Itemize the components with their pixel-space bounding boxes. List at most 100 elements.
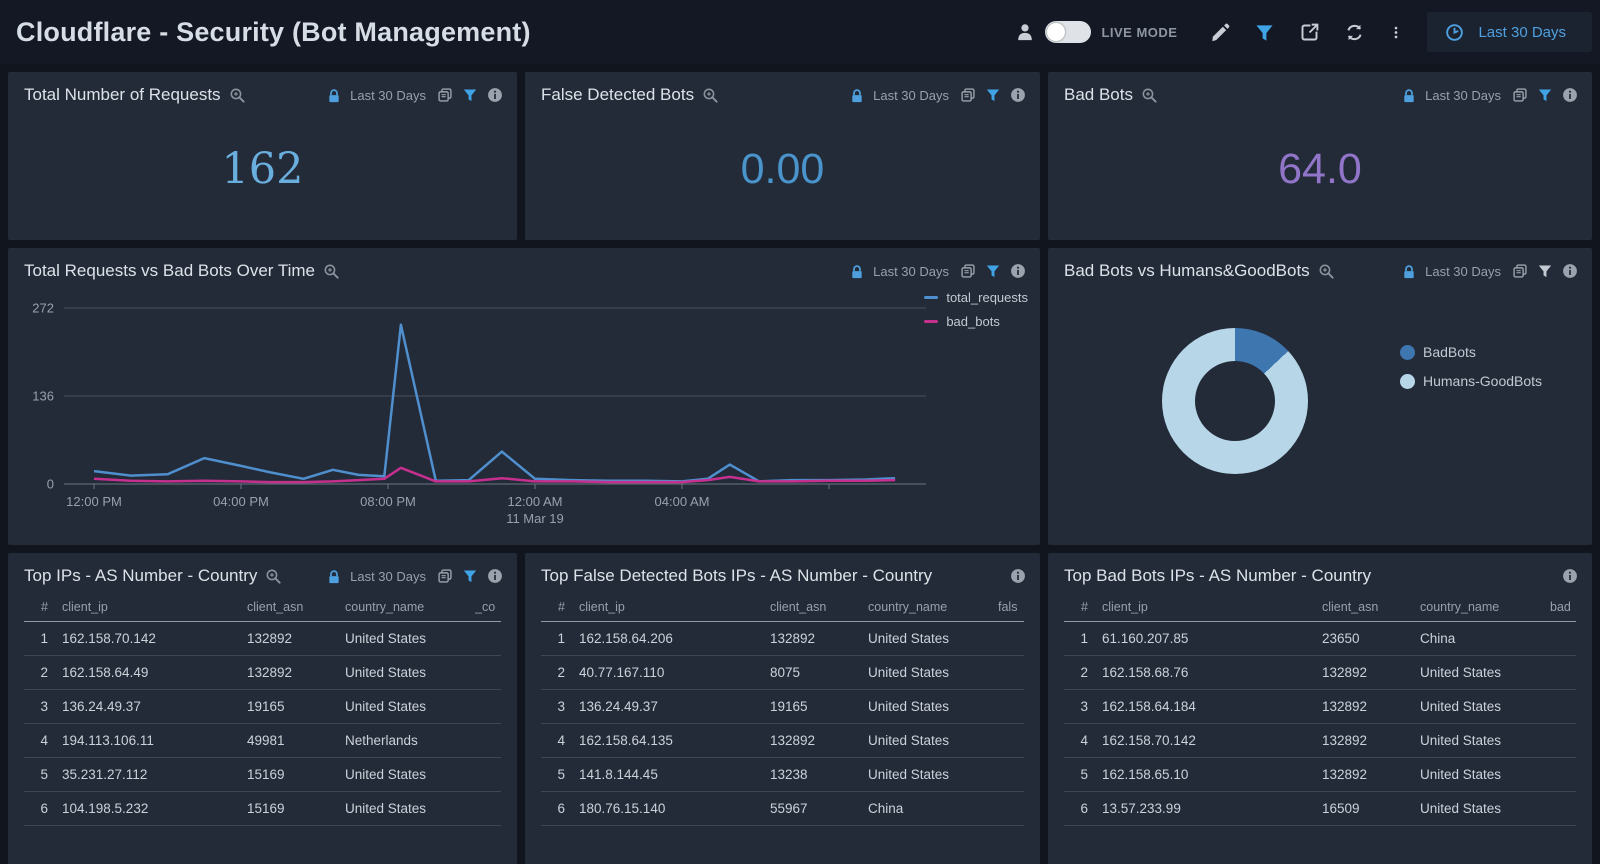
zoom-in-icon[interactable]: [702, 87, 719, 104]
panel-filter-icon[interactable]: [462, 568, 478, 584]
table-row[interactable]: 6 180.76.15.140 55967 China: [541, 792, 1024, 826]
table-cell: United States: [1420, 699, 1502, 714]
line-chart[interactable]: 0 136 272 12:00 PM 04:00 PM 08:00 PM 12:00 AM 1…: [14, 286, 934, 541]
table-row[interactable]: 6 104.198.5.232 15169 United States: [24, 792, 501, 826]
info-icon[interactable]: [1010, 263, 1026, 279]
table-row[interactable]: 5 162.158.65.10 132892 United States: [1064, 758, 1576, 792]
time-range-button[interactable]: Last 30 Days: [1427, 12, 1592, 52]
zoom-in-icon[interactable]: [229, 87, 246, 104]
table-cell: 55967: [770, 801, 808, 816]
table-row[interactable]: 5 35.231.27.112 15169 United States: [24, 758, 501, 792]
zoom-in-icon[interactable]: [323, 263, 340, 280]
table-row[interactable]: 5 141.8.144.45 13238 United States: [541, 758, 1024, 792]
panel-filter-icon[interactable]: [985, 87, 1001, 103]
copy-icon[interactable]: [437, 568, 453, 584]
zoom-in-icon[interactable]: [265, 568, 282, 585]
column-header[interactable]: country_name: [1420, 599, 1500, 614]
column-header[interactable]: client_ip: [1102, 599, 1148, 614]
table-cell: 3: [1080, 699, 1088, 714]
table-row[interactable]: 3 162.158.64.184 132892 United States: [1064, 690, 1576, 724]
panel-time-range: Last 30 Days: [1425, 263, 1501, 279]
lock-icon: [850, 264, 864, 279]
table-row[interactable]: 4 162.158.64.135 132892 United States: [541, 724, 1024, 758]
edit-pencil-icon[interactable]: [1209, 22, 1230, 43]
info-icon[interactable]: [1562, 87, 1578, 103]
table-row[interactable]: 2 162.158.68.76 132892 United States: [1064, 656, 1576, 690]
copy-icon[interactable]: [960, 263, 976, 279]
more-options-kebab-icon[interactable]: [1389, 22, 1403, 43]
legend-swatch: [1400, 344, 1415, 360]
share-icon[interactable]: [1299, 22, 1320, 43]
table-cell: 2: [557, 665, 565, 680]
panel-top-ips-table: Top IPs - AS Number - Country Last 30 Da…: [8, 553, 517, 864]
column-header[interactable]: fals: [998, 599, 1018, 614]
x-tick-label: 12:00 AM: [508, 494, 563, 509]
column-header[interactable]: client_asn: [1322, 599, 1379, 614]
info-icon[interactable]: [1562, 263, 1578, 279]
table-cell: 6: [1080, 801, 1088, 816]
table-cell: United States: [868, 767, 950, 782]
table-row[interactable]: 4 194.113.106.11 49981 Netherlands: [24, 724, 501, 758]
table-cell: 136.24.49.37: [579, 699, 658, 714]
filter-icon[interactable]: [1254, 22, 1275, 43]
table-cell: 136.24.49.37: [62, 699, 141, 714]
table-row[interactable]: 2 162.158.64.49 132892 United States: [24, 656, 501, 690]
table-cell: United States: [868, 733, 950, 748]
legend-item[interactable]: total_requests: [924, 290, 1028, 305]
live-mode-toggle[interactable]: [1045, 21, 1092, 43]
column-header[interactable]: country_name: [868, 599, 948, 614]
column-header[interactable]: bad: [1550, 599, 1571, 614]
panel-filter-icon[interactable]: [1537, 263, 1553, 279]
copy-icon[interactable]: [1512, 87, 1528, 103]
table-row[interactable]: 1 162.158.64.206 132892 United States: [541, 622, 1024, 656]
zoom-in-icon[interactable]: [1318, 263, 1335, 280]
table-row[interactable]: 1 61.160.207.85 23650 China: [1064, 622, 1576, 656]
table-row[interactable]: 2 40.77.167.110 8075 United States: [541, 656, 1024, 690]
table-cell: 5: [557, 767, 565, 782]
panel-false-detected-bots: False Detected Bots Last 30 Days 0.00: [525, 72, 1040, 240]
legend-item[interactable]: bad_bots: [924, 314, 1028, 329]
stat-value: 64.0: [1278, 144, 1362, 193]
column-header[interactable]: _co: [475, 599, 496, 614]
table-cell: 104.198.5.232: [62, 801, 149, 816]
info-icon[interactable]: [487, 568, 503, 584]
legend-item[interactable]: Humans-GoodBots: [1400, 373, 1542, 389]
copy-icon[interactable]: [960, 87, 976, 103]
table-cell: 1: [1080, 631, 1088, 646]
column-header[interactable]: client_asn: [770, 599, 827, 614]
column-header[interactable]: country_name: [345, 599, 425, 614]
table-cell: 1: [40, 631, 48, 646]
legend-item[interactable]: BadBots: [1400, 344, 1542, 360]
panel-title: Bad Bots: [1064, 85, 1133, 104]
panel-filter-icon[interactable]: [1537, 87, 1553, 103]
column-header[interactable]: #: [558, 599, 565, 614]
table-row[interactable]: 6 13.57.233.99 16509 United States: [1064, 792, 1576, 826]
table-row[interactable]: 1 162.158.70.142 132892 United States: [24, 622, 501, 656]
refresh-icon[interactable]: [1344, 22, 1365, 43]
zoom-in-icon[interactable]: [1141, 87, 1158, 104]
table-cell: United States: [345, 665, 427, 680]
info-icon[interactable]: [1562, 568, 1578, 584]
x-tick-label: 08:00 PM: [360, 494, 416, 509]
info-icon[interactable]: [1010, 87, 1026, 103]
column-header[interactable]: #: [41, 599, 48, 614]
donut-chart[interactable]: [1162, 328, 1308, 474]
info-icon[interactable]: [1010, 568, 1026, 584]
table-row[interactable]: 4 162.158.70.142 132892 United States: [1064, 724, 1576, 758]
column-header[interactable]: client_asn: [247, 599, 304, 614]
copy-icon[interactable]: [1512, 263, 1528, 279]
column-header[interactable]: client_ip: [62, 599, 108, 614]
copy-icon[interactable]: [437, 87, 453, 103]
panel-time-range: Last 30 Days: [350, 568, 426, 584]
legend-swatch: [1400, 373, 1415, 389]
table-cell: 4: [40, 733, 48, 748]
x-tick-sublabel: 11 Mar 19: [506, 511, 564, 526]
info-icon[interactable]: [487, 87, 503, 103]
table-row[interactable]: 3 136.24.49.37 19165 United States: [541, 690, 1024, 724]
table-row[interactable]: 3 136.24.49.37 19165 United States: [24, 690, 501, 724]
panel-filter-icon[interactable]: [985, 263, 1001, 279]
panel-filter-icon[interactable]: [462, 87, 478, 103]
column-header[interactable]: #: [1081, 599, 1088, 614]
column-header[interactable]: client_ip: [579, 599, 625, 614]
table-cell: 162.158.70.142: [62, 631, 156, 646]
